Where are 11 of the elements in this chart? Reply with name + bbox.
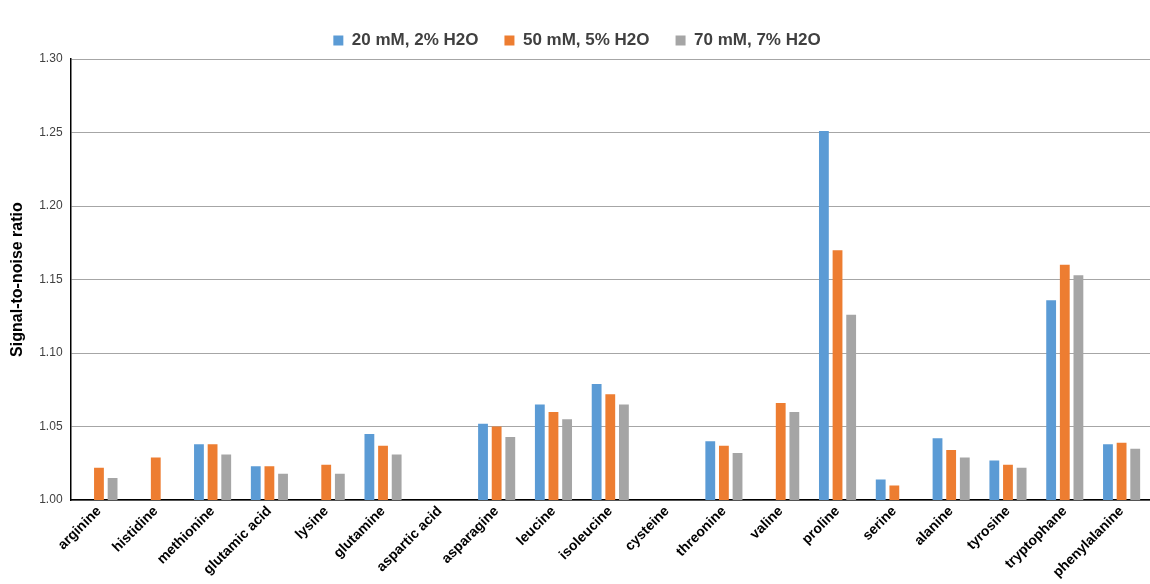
legend-label: 50 mM, 5% H2O xyxy=(522,30,650,50)
y-tick-label: 1.15 xyxy=(39,271,63,286)
y-tick-label: 1.10 xyxy=(39,345,63,360)
legend-label: 70 mM, 7% H2O xyxy=(694,30,821,50)
y-tick-label: 1.20 xyxy=(39,198,63,213)
y-tick-label: 1.00 xyxy=(39,492,63,507)
y-axis-title: Signal-to-noise ratio xyxy=(8,201,26,357)
y-tick-label: 1.30 xyxy=(39,51,63,66)
y-tick-label: 1.25 xyxy=(39,124,63,139)
y-tick-label: 1.05 xyxy=(39,418,63,433)
legend-label: 20 mM, 2% H2O xyxy=(351,30,479,50)
